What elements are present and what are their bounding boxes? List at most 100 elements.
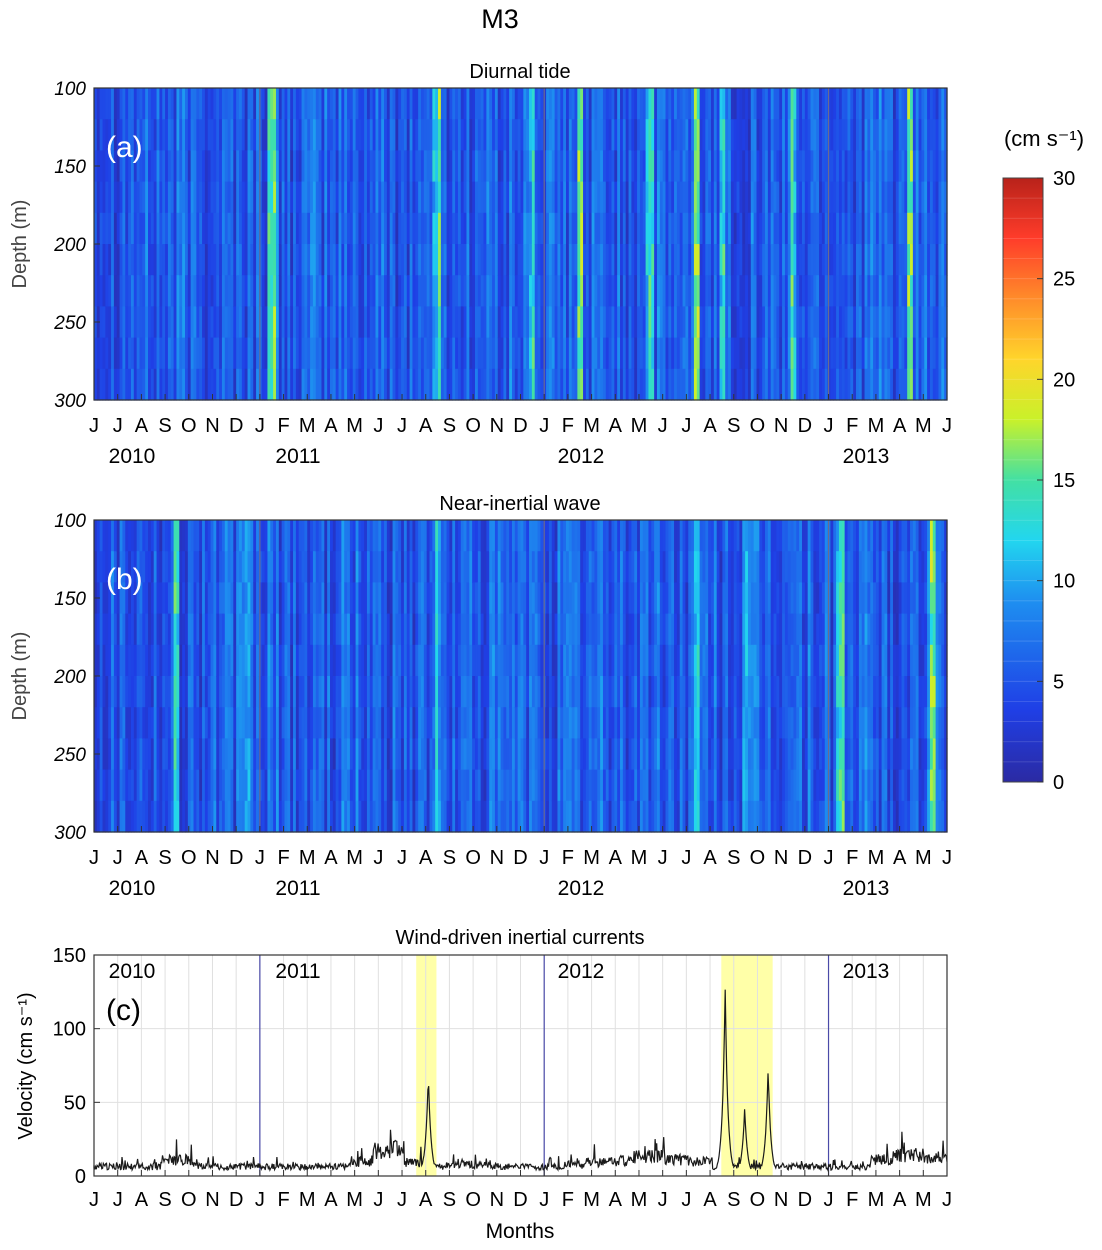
heatmap-cell <box>602 644 607 677</box>
heatmap-cell <box>821 244 826 276</box>
heatmap-cell <box>804 181 809 214</box>
heatmap-cell <box>153 244 158 276</box>
heatmap-cell <box>796 212 800 245</box>
heatmap-cell <box>193 551 197 583</box>
heatmap-cell <box>230 707 234 739</box>
heatmap-cell <box>910 212 914 245</box>
heatmap-cell <box>324 368 328 401</box>
x-tick-label: S <box>443 415 456 437</box>
heatmap-cell <box>494 244 499 276</box>
heatmap-cell <box>784 275 789 307</box>
heatmap-cell <box>787 119 792 151</box>
heatmap-cell <box>648 212 652 245</box>
heatmap-cell <box>614 644 618 677</box>
heatmap-cell <box>762 119 766 151</box>
heatmap-cell <box>173 119 178 151</box>
heatmap-cell <box>770 181 775 214</box>
heatmap-cell <box>310 150 314 183</box>
heatmap-cell <box>406 676 411 708</box>
heatmap-cell <box>270 212 274 245</box>
heatmap-cell <box>833 181 837 214</box>
heatmap-cell <box>546 800 550 833</box>
heatmap-cell <box>196 520 200 552</box>
heatmap-cell <box>364 769 368 802</box>
heatmap-cell <box>312 337 317 370</box>
heatmap-cell <box>227 738 232 771</box>
heatmap-cell <box>759 244 763 276</box>
heatmap-cell <box>497 644 502 677</box>
heatmap-cell <box>546 520 550 552</box>
heatmap-cell <box>159 212 163 245</box>
heatmap-cell <box>574 769 578 802</box>
heatmap-cell <box>312 368 317 401</box>
heatmap-cell <box>253 582 257 615</box>
heatmap-cell <box>165 769 169 802</box>
heatmap-cell <box>631 520 635 552</box>
heatmap-cell <box>736 244 741 276</box>
heatmap-cell <box>517 244 522 276</box>
heatmap-cell <box>204 520 209 552</box>
heatmap-cell <box>821 181 826 214</box>
heatmap-cell <box>395 119 399 151</box>
heatmap-cell <box>540 119 544 151</box>
heatmap-cell <box>398 707 402 739</box>
heatmap-cell <box>807 150 812 183</box>
heatmap-cell <box>347 769 351 802</box>
heatmap-cell <box>170 181 175 214</box>
heatmap-cell <box>165 520 169 552</box>
heatmap-cell <box>361 275 365 307</box>
heatmap-cell <box>585 181 590 214</box>
heatmap-cell <box>315 520 320 552</box>
heatmap-cell <box>759 119 763 151</box>
heatmap-cell <box>520 551 524 583</box>
heatmap-cell <box>904 212 908 245</box>
heatmap-cell <box>682 244 687 276</box>
heatmap-cell <box>347 150 351 183</box>
heatmap-cell <box>148 613 152 646</box>
heatmap-cell <box>793 306 797 339</box>
heatmap-cell <box>833 337 837 370</box>
heatmap-cell <box>870 181 874 214</box>
heatmap-cell <box>324 119 328 151</box>
heatmap-cell <box>847 275 851 307</box>
heatmap-cell <box>546 212 550 245</box>
heatmap-cell <box>864 88 868 120</box>
heatmap-cell <box>492 88 496 120</box>
heatmap-cell <box>824 181 829 214</box>
heatmap-cell <box>685 181 689 214</box>
heatmap-cell <box>509 119 513 151</box>
heatmap-cell <box>574 368 578 401</box>
heatmap-cell <box>182 644 186 677</box>
heatmap-cell <box>620 676 624 708</box>
heatmap-cell <box>392 244 396 276</box>
heatmap-cell <box>821 306 826 339</box>
heatmap-cell <box>244 306 249 339</box>
heatmap-cell <box>935 88 940 120</box>
heatmap-cell <box>531 181 536 214</box>
heatmap-cell <box>693 119 698 151</box>
heatmap-cell <box>489 738 493 771</box>
heatmap-cell <box>534 520 539 552</box>
heatmap-cell <box>432 212 436 245</box>
heatmap-cell <box>196 306 200 339</box>
heatmap-cell <box>366 520 371 552</box>
heatmap-cell <box>565 676 570 708</box>
heatmap-cell <box>568 244 573 276</box>
heatmap-cell <box>156 306 160 339</box>
heatmap-cell <box>233 150 237 183</box>
heatmap-cell <box>256 119 260 151</box>
heatmap-cell <box>659 88 664 120</box>
heatmap-cell <box>551 800 556 833</box>
heatmap-cell <box>551 150 556 183</box>
heatmap-cell <box>534 644 539 677</box>
heatmap-cell <box>921 88 925 120</box>
heatmap-cell <box>318 275 323 307</box>
heatmap-cell <box>901 337 905 370</box>
heatmap-cell <box>167 644 172 677</box>
heatmap-cell <box>244 769 249 802</box>
heatmap-cell <box>642 275 647 307</box>
heatmap-cell <box>210 582 215 615</box>
heatmap-cell <box>224 551 229 583</box>
heatmap-cell <box>142 88 146 120</box>
heatmap-cell <box>455 212 459 245</box>
